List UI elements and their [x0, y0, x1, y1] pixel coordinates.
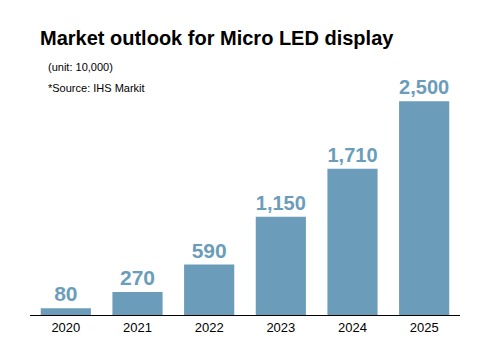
- svg-text:*Source: IHS Markit: *Source: IHS Markit: [48, 82, 145, 94]
- svg-text:80: 80: [54, 282, 77, 305]
- svg-text:2021: 2021: [123, 320, 152, 335]
- svg-text:2024: 2024: [338, 320, 367, 335]
- svg-text:270: 270: [120, 266, 155, 289]
- svg-text:1,710: 1,710: [327, 144, 377, 166]
- svg-text:2020: 2020: [51, 320, 80, 335]
- svg-text:590: 590: [192, 239, 227, 262]
- svg-text:Market outlook for Micro LED d: Market outlook for Micro LED display: [40, 27, 394, 49]
- svg-text:(unit: 10,000): (unit: 10,000): [48, 61, 113, 73]
- svg-text:2023: 2023: [266, 320, 295, 335]
- svg-text:2025: 2025: [410, 320, 439, 335]
- svg-text:2022: 2022: [195, 320, 224, 335]
- svg-text:2,500: 2,500: [399, 76, 449, 98]
- svg-text:1,150: 1,150: [256, 192, 306, 214]
